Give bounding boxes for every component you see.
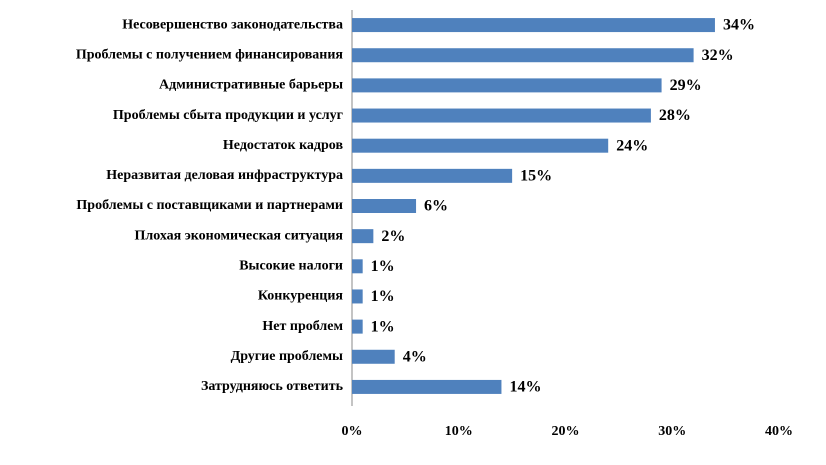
x-tick-label: 30% — [658, 424, 686, 439]
category-label: Проблемы с поставщиками и партнерами — [76, 198, 343, 213]
category-label: Проблемы с получением финансирования — [76, 47, 344, 62]
category-label: Другие проблемы — [231, 349, 343, 364]
value-label: 1% — [371, 318, 395, 335]
x-tick-label: 0% — [342, 424, 363, 439]
category-label: Нет проблем — [262, 319, 343, 334]
category-label: Конкуренция — [258, 289, 344, 304]
value-label: 32% — [702, 47, 734, 64]
value-label: 28% — [659, 107, 691, 124]
value-label: 34% — [723, 17, 755, 34]
value-label: 1% — [371, 258, 395, 275]
value-label: 4% — [403, 348, 427, 365]
bar — [352, 349, 395, 364]
category-label: Неразвитая деловая инфраструктура — [106, 168, 343, 183]
category-label: Несовершенство законодательства — [122, 17, 343, 32]
value-label: 24% — [616, 137, 648, 154]
category-label: Административные барьеры — [159, 78, 343, 93]
bar — [352, 138, 609, 153]
bar — [352, 168, 513, 183]
bar — [352, 379, 502, 394]
value-label: 6% — [424, 198, 448, 215]
bar — [352, 289, 363, 304]
bar — [352, 48, 694, 63]
category-label: Плохая экономическая ситуация — [134, 228, 343, 243]
category-label: Высокие налоги — [239, 259, 343, 274]
value-label: 14% — [509, 379, 541, 396]
value-label: 15% — [520, 168, 552, 185]
value-label: 1% — [371, 288, 395, 305]
category-label: Недостаток кадров — [223, 138, 344, 153]
x-tick-label: 10% — [445, 424, 473, 439]
x-tick-label: 40% — [765, 424, 793, 439]
bar — [352, 319, 363, 334]
x-tick-label: 20% — [552, 424, 580, 439]
category-label: Проблемы сбыта продукции и услуг — [113, 108, 343, 123]
category-label: Затрудняюсь ответить — [201, 379, 344, 394]
bar — [352, 259, 363, 274]
bar — [352, 229, 374, 244]
value-label: 2% — [381, 228, 405, 245]
value-label: 29% — [670, 77, 702, 94]
bar — [352, 199, 417, 213]
bar — [352, 18, 715, 33]
bar — [352, 78, 662, 93]
bar — [352, 108, 651, 123]
